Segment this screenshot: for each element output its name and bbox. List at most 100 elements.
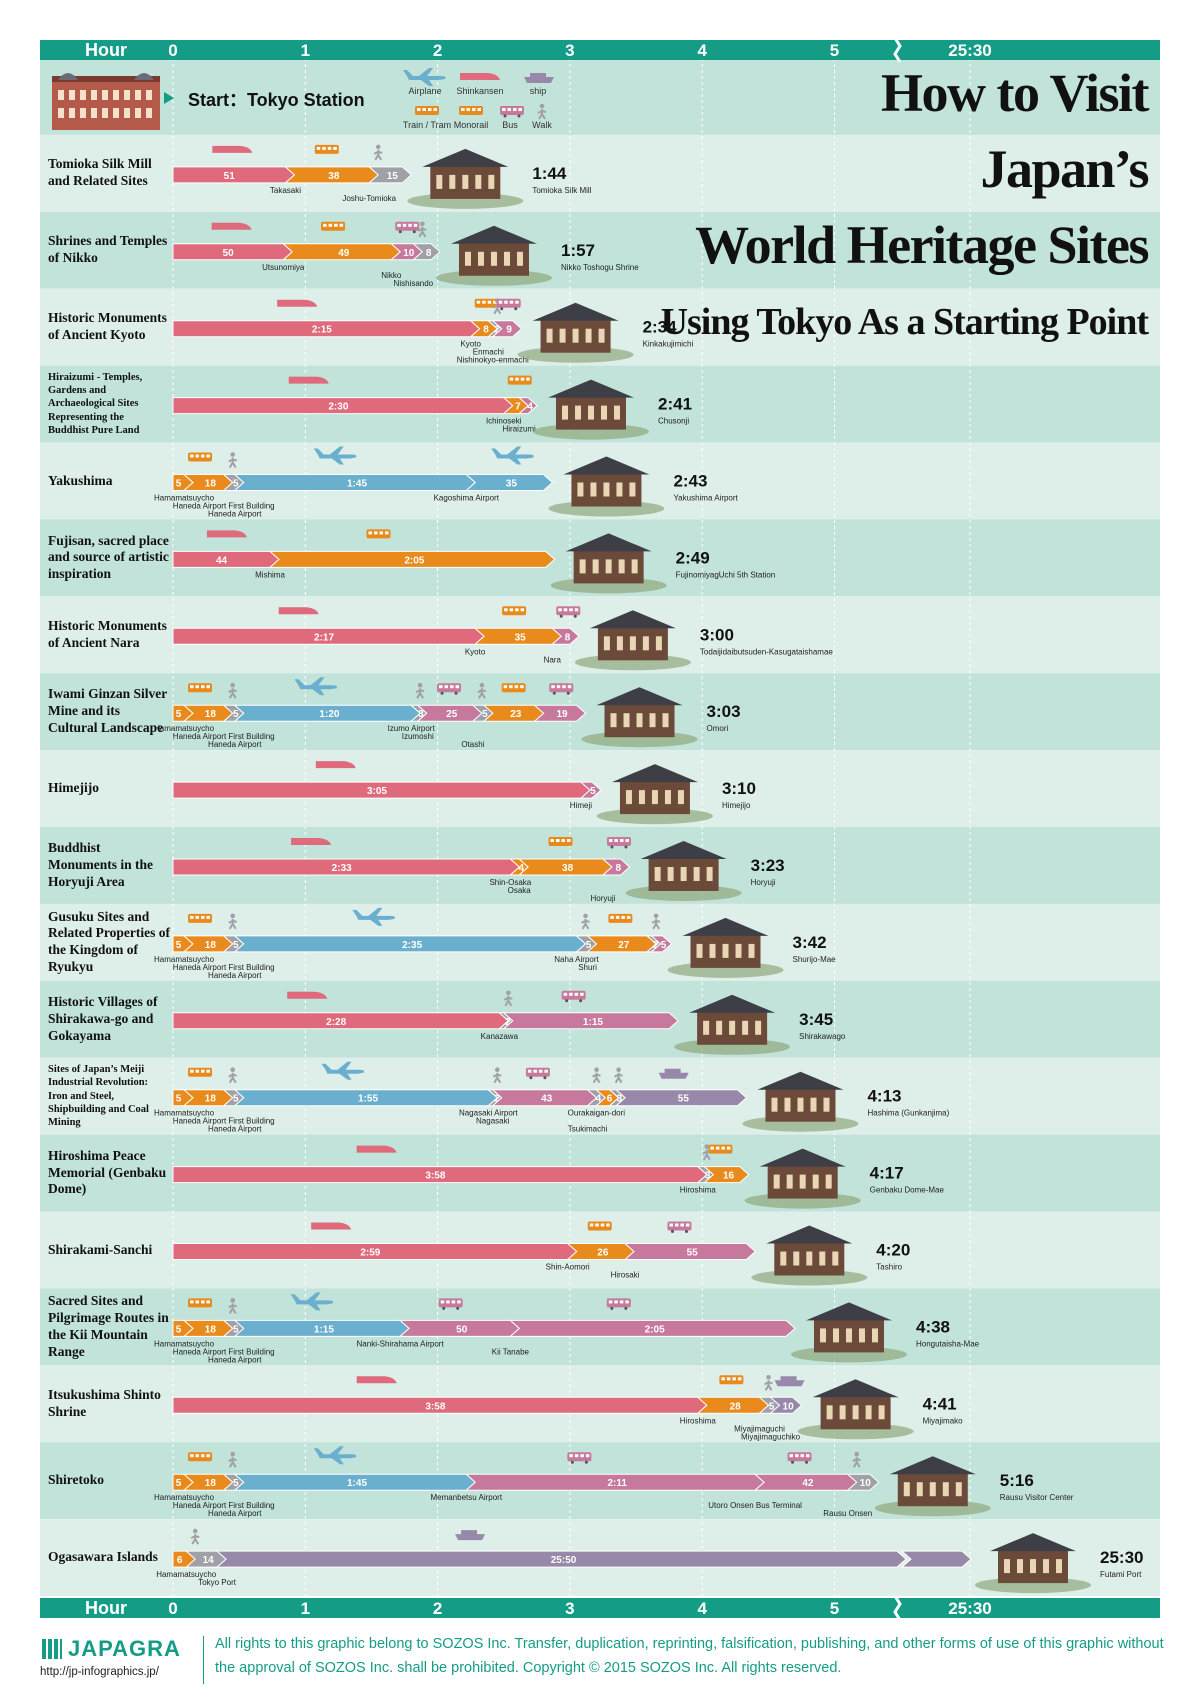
stop-label: Shin-Aomori: [546, 1263, 590, 1272]
walk-body: [537, 109, 547, 120]
walk-body: [477, 688, 487, 699]
brand-logo-text: JAPAGRA: [42, 1636, 181, 1662]
building-window: [771, 1097, 778, 1112]
site-name: Shrines and Temples of Nikko: [48, 233, 168, 266]
stop-label: Hamamatsuycho: [154, 494, 215, 503]
building-window: [575, 405, 582, 420]
legend-bus-icon: [500, 106, 524, 118]
station-window: [58, 90, 64, 100]
bus-shape: [549, 683, 574, 693]
train-window: [550, 839, 555, 842]
destination-illustration: [790, 1302, 907, 1363]
train-window: [520, 377, 525, 381]
stop-label: Naha Airport: [554, 955, 599, 964]
walk-head: [766, 1375, 771, 1380]
start-arrow-icon: [164, 92, 174, 104]
walk-head: [375, 144, 381, 150]
stop-label: Enmachi: [473, 348, 504, 357]
walk-body: [852, 1457, 861, 1468]
total-time: 4:20: [876, 1241, 910, 1260]
tick-label: 0: [168, 41, 177, 60]
destination-label: Todaijidaibutsuden-Kasugataishamae: [700, 647, 834, 656]
shinkansen-shape: [315, 761, 356, 769]
walk-head: [653, 913, 659, 919]
stop-label: Nishisando: [394, 279, 434, 288]
train-window: [721, 1146, 725, 1150]
train-shape: [321, 221, 346, 231]
stop-label: Ourakaigan-dori: [568, 1109, 626, 1118]
bus-wheel: [610, 845, 614, 849]
train-window: [373, 531, 378, 535]
bus-shape: [606, 837, 631, 846]
legend-label: Train / Tram: [403, 120, 451, 130]
segment-label: 3:05: [367, 786, 387, 797]
tick-label: 4: [697, 1599, 707, 1618]
building-window: [651, 790, 658, 805]
station-window: [58, 108, 64, 118]
walk-body: [228, 457, 237, 469]
destination-label: Horyuji: [751, 878, 776, 887]
building-window: [592, 559, 599, 574]
destination-label: Tomioka Silk Mill: [532, 186, 591, 195]
train-window: [726, 1377, 731, 1381]
building-roof: [812, 1379, 899, 1398]
segment-label: 44: [216, 555, 228, 566]
segment-label: 5: [233, 1094, 239, 1105]
station-window: [80, 90, 86, 100]
destination-illustration: [751, 1225, 868, 1286]
building-window: [585, 328, 592, 343]
train-window: [509, 685, 513, 689]
bus-shape: [438, 1298, 463, 1308]
bar-segment-ship-after-break: [900, 1550, 972, 1568]
site-name: Ogasawara Islands: [48, 1549, 158, 1565]
station-window: [80, 108, 86, 118]
segment-monorail-icon: [188, 683, 213, 693]
train-shape: [501, 683, 526, 693]
destination-illustration: [667, 917, 784, 978]
monorail-window: [190, 454, 194, 458]
train-window: [482, 300, 486, 304]
brand-url[interactable]: http://jp-infographics.jp/: [40, 1666, 159, 1678]
building-window: [819, 1251, 826, 1266]
train-window: [504, 608, 508, 612]
train-window: [503, 685, 508, 689]
route-row: 51 38 15 Takasaki Joshu-Tomioka 1:44 Tomioka S…: [172, 144, 592, 209]
train-shape: [314, 144, 339, 154]
segment-label: 10: [403, 248, 415, 259]
building-roof: [611, 764, 698, 783]
total-time: 3:00: [700, 625, 734, 644]
train-window: [509, 608, 514, 612]
building-window: [773, 1174, 780, 1189]
building-window: [825, 1174, 832, 1189]
monorail-window: [472, 108, 476, 111]
building-window: [878, 1405, 885, 1420]
stop-label: Ichinoseki: [486, 417, 522, 426]
building-window: [590, 482, 597, 497]
stop-label: Haneda Airport: [208, 971, 262, 980]
segment-label: 1:55: [358, 1094, 378, 1105]
train-shape: [719, 1375, 744, 1385]
destination-illustration: [625, 841, 742, 901]
shinkansen-shape: [277, 299, 318, 307]
total-time: 2:43: [673, 472, 707, 491]
segment-monorail-icon: [188, 1298, 213, 1308]
destination-illustration: [548, 456, 665, 517]
destination-label: Miyajimako: [923, 1416, 964, 1425]
walk-head: [539, 103, 545, 109]
building-window: [1030, 1559, 1036, 1574]
bus-wheel: [610, 1306, 614, 1310]
train-shape: [587, 1221, 612, 1231]
site-name: Sacred Sites and Pilgrimage Routes in th…: [48, 1293, 169, 1359]
train-shape: [502, 606, 527, 616]
building-window: [605, 559, 612, 574]
building-window: [618, 559, 625, 574]
bus-window: [515, 300, 519, 304]
building-window: [662, 713, 669, 728]
segment-plane-icon: [313, 1446, 357, 1465]
segment-label: 2:30: [328, 402, 348, 413]
walk-body: [373, 149, 383, 161]
segment-shinkansen-icon: [311, 1222, 352, 1230]
segment-label: 3: [705, 1171, 711, 1182]
segment-walk-icon: [417, 221, 427, 238]
